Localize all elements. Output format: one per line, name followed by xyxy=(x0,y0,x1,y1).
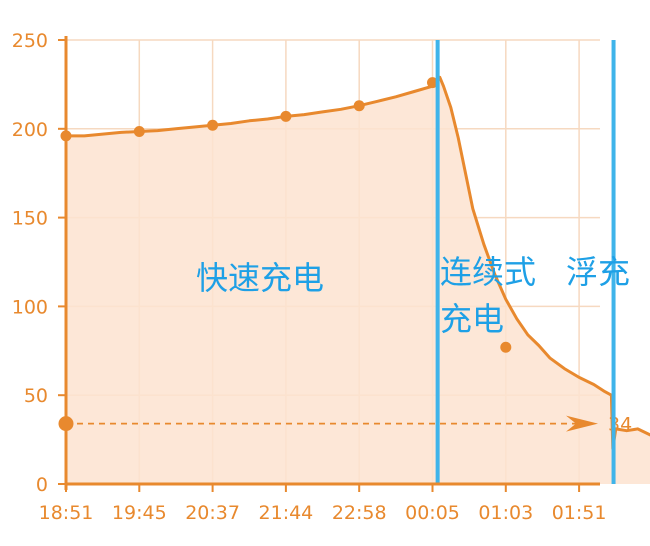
series-line xyxy=(66,75,650,450)
data-point-marker xyxy=(500,341,512,353)
annotation-continuous-charge-line2: 充电 xyxy=(440,300,504,338)
x-tick-label: 22:58 xyxy=(332,502,387,524)
data-point-marker xyxy=(353,100,365,112)
data-point-marker xyxy=(427,77,438,89)
data-point-marker xyxy=(133,125,145,137)
x-tick-label: 01:51 xyxy=(552,502,607,524)
annotation-fast-charge: 快速充电 xyxy=(196,259,324,297)
series-markers xyxy=(60,77,512,353)
x-tick-label: 18:51 xyxy=(39,502,94,524)
y-tick-label: 100 xyxy=(12,296,48,318)
y-tick-label: 50 xyxy=(24,385,48,407)
data-point-marker xyxy=(207,119,219,131)
x-tick-label: 00:05 xyxy=(405,502,460,524)
annotation-continuous-charge-line1: 连续式 xyxy=(440,253,536,291)
reference-arrow xyxy=(566,415,598,432)
y-tick-label: 200 xyxy=(12,119,48,141)
area-fill xyxy=(66,77,650,484)
x-tick-label: 01:03 xyxy=(478,502,533,524)
data-point-marker xyxy=(280,110,292,122)
annotation-float-charge: 浮充 xyxy=(566,253,630,291)
axes xyxy=(58,36,600,492)
x-tick-labels: 18:51 19:45 20:37 21:44 22:58 00:05 01:03 01:51 xyxy=(39,502,607,524)
x-tick-label: 21:44 xyxy=(259,502,314,524)
x-tick-label: 20:37 xyxy=(185,502,240,524)
phase-lines xyxy=(435,40,616,484)
y-tick-label: 0 xyxy=(36,474,48,496)
x-tick-label: 19:45 xyxy=(112,502,167,524)
y-tick-label: 150 xyxy=(12,208,48,230)
y-tick-labels: 0 50 100 150 200 250 xyxy=(12,30,48,496)
y-tick-label: 250 xyxy=(12,30,48,52)
